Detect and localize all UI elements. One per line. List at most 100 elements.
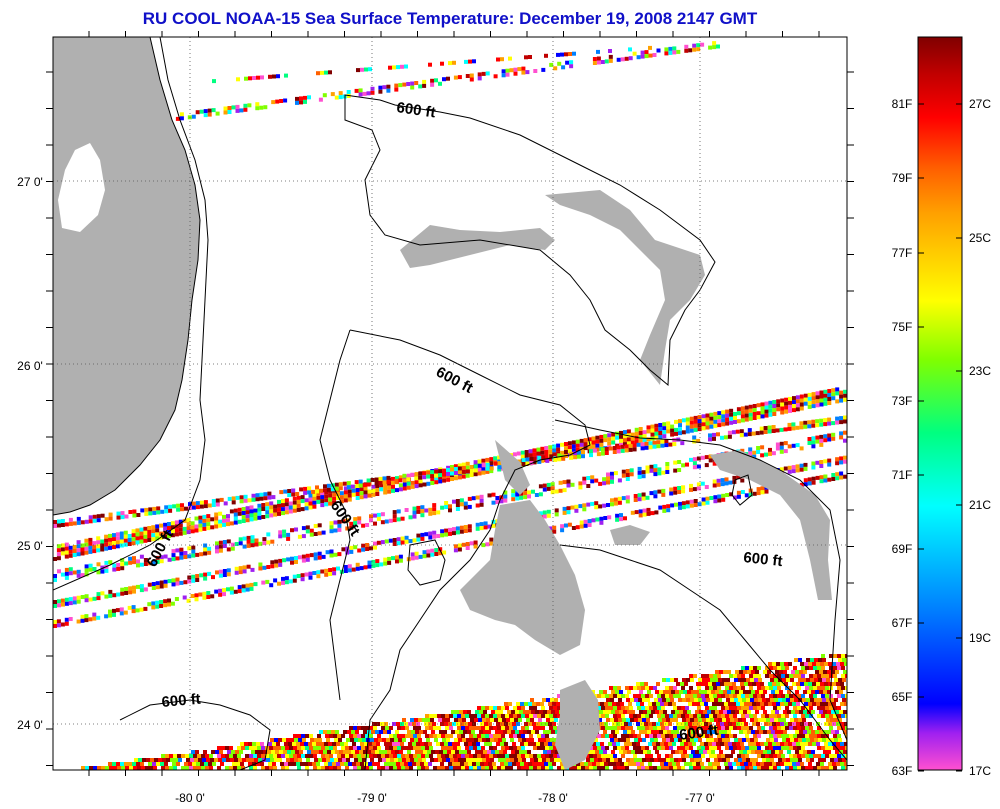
sst-pixel bbox=[454, 467, 458, 471]
sst-pixel bbox=[371, 563, 376, 568]
sst-pixel bbox=[642, 508, 647, 513]
sst-pixel bbox=[180, 503, 184, 508]
sst-pixel bbox=[714, 738, 718, 742]
sst-pixel bbox=[257, 746, 261, 750]
sst-pixel bbox=[402, 482, 407, 487]
sst-pixel bbox=[779, 467, 784, 472]
sst-pixel bbox=[196, 762, 200, 766]
sst-pixel bbox=[316, 742, 320, 746]
sst-pixel bbox=[448, 742, 452, 746]
sst-pixel bbox=[754, 678, 758, 682]
sst-pixel bbox=[629, 686, 633, 690]
sst-pixel bbox=[428, 511, 433, 516]
sst-pixel bbox=[772, 702, 776, 706]
sst-pixel bbox=[404, 508, 409, 512]
sst-pixel bbox=[681, 746, 685, 750]
sst-pixel bbox=[723, 435, 728, 440]
sst-pixel bbox=[317, 531, 322, 536]
sst-pixel bbox=[777, 666, 781, 670]
sst-pixel bbox=[701, 414, 706, 419]
sst-pixel bbox=[323, 750, 327, 754]
sst-pixel bbox=[662, 738, 666, 742]
sst-pixel bbox=[353, 726, 357, 730]
sst-pixel bbox=[420, 532, 425, 537]
sst-pixel bbox=[425, 766, 429, 770]
sst-pixel bbox=[454, 738, 458, 742]
sst-pixel bbox=[764, 742, 768, 746]
sst-pixel bbox=[813, 754, 817, 758]
sst-pixel bbox=[481, 706, 485, 710]
sst-pixel bbox=[612, 722, 616, 726]
sst-pixel bbox=[412, 742, 416, 746]
sst-pixel bbox=[818, 698, 822, 702]
sst-pixel bbox=[553, 754, 557, 758]
sst-pixel bbox=[737, 686, 741, 690]
sst-pixel bbox=[815, 670, 819, 674]
sst-pixel bbox=[420, 513, 425, 518]
sst-pixel bbox=[796, 762, 800, 766]
sst-pixel bbox=[626, 738, 630, 742]
sst-pixel bbox=[361, 746, 365, 750]
sst-pixel bbox=[546, 738, 550, 742]
sst-pixel bbox=[449, 734, 453, 738]
sst-pixel bbox=[396, 742, 400, 746]
sst-pixel bbox=[843, 730, 847, 734]
sst-pixel bbox=[566, 510, 571, 515]
abaco-land bbox=[545, 190, 705, 385]
sst-pixel bbox=[553, 746, 557, 750]
isobath-contour bbox=[554, 419, 847, 741]
sst-pixel bbox=[340, 742, 344, 746]
sst-pixel bbox=[412, 510, 417, 515]
sst-pixel bbox=[841, 714, 845, 718]
sst-pixel bbox=[817, 766, 821, 770]
sst-pixel bbox=[284, 510, 289, 515]
sst-pixel bbox=[64, 542, 69, 547]
sst-pixel bbox=[376, 540, 381, 545]
sst-pixel bbox=[364, 67, 368, 72]
sst-pixel bbox=[253, 508, 258, 513]
sst-pixel bbox=[485, 466, 490, 471]
sst-pixel bbox=[541, 766, 545, 770]
sst-pixel bbox=[637, 474, 642, 479]
sst-pixel bbox=[835, 399, 840, 404]
sst-pixel bbox=[304, 506, 309, 511]
sst-pixel bbox=[266, 565, 271, 569]
sst-pixel bbox=[845, 674, 847, 678]
sst-pixel bbox=[485, 462, 490, 467]
sst-pixel bbox=[710, 738, 714, 742]
sst-pixel bbox=[841, 766, 845, 770]
sst-pixel bbox=[618, 758, 622, 762]
sst-pixel bbox=[845, 726, 847, 730]
sst-pixel bbox=[734, 738, 738, 742]
sst-pixel bbox=[546, 482, 551, 487]
sst-pixel bbox=[587, 519, 592, 523]
sst-pixel bbox=[176, 762, 180, 766]
sst-pixel bbox=[685, 421, 690, 426]
sst-pixel bbox=[674, 431, 678, 436]
sst-pixel bbox=[698, 718, 702, 722]
sst-pixel bbox=[92, 545, 97, 550]
sst-pixel bbox=[554, 489, 559, 494]
sst-pixel bbox=[813, 666, 817, 670]
sst-pixel bbox=[446, 76, 450, 81]
sst-pixel bbox=[402, 718, 406, 722]
sst-pixel bbox=[807, 400, 812, 405]
sst-pixel bbox=[469, 734, 473, 738]
sst-pixel bbox=[761, 694, 765, 698]
sst-pixel bbox=[203, 572, 208, 577]
sst-pixel bbox=[165, 754, 169, 758]
sst-pixel bbox=[267, 495, 272, 500]
sst-pixel bbox=[642, 512, 647, 517]
sst-pixel bbox=[756, 742, 760, 746]
sst-pixel bbox=[444, 528, 449, 533]
sst-pixel bbox=[627, 730, 631, 734]
sst-pixel bbox=[151, 529, 156, 534]
sst-pixel bbox=[460, 762, 464, 766]
sst-pixel bbox=[167, 522, 171, 526]
sst-pixel bbox=[843, 750, 847, 754]
sst-pixel bbox=[760, 410, 765, 415]
sst-pixel bbox=[725, 493, 730, 497]
sst-pixel bbox=[132, 556, 136, 561]
sst-pixel bbox=[629, 726, 633, 730]
sst-pixel bbox=[664, 762, 668, 766]
